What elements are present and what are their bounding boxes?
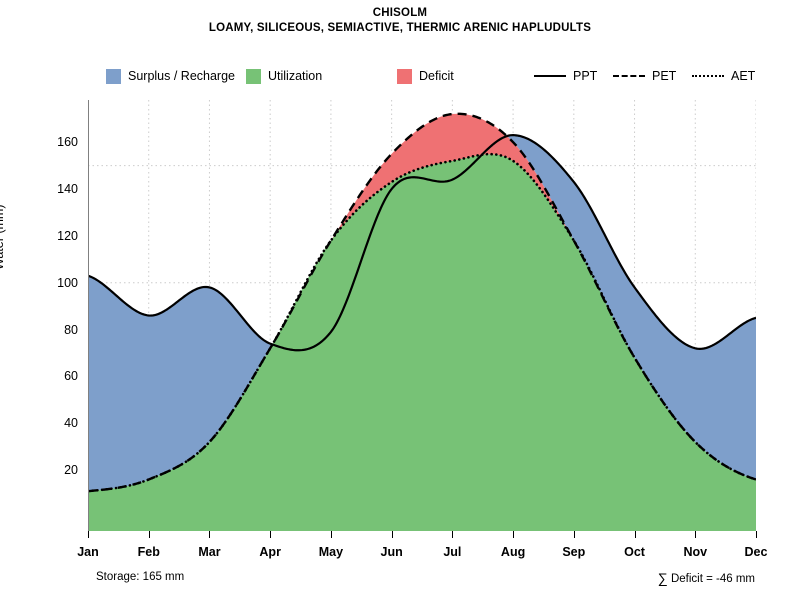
y-tick-label: 80 [64,322,78,337]
storage-annotation: Storage: 165 mm [96,571,185,583]
x-tick-mark [513,531,515,538]
x-tick-label-jan: Jan [77,545,99,559]
area-utilization [88,154,756,531]
x-tick-mark [391,531,393,538]
x-tick-label-may: May [318,545,344,559]
y-tick-label: 40 [64,416,78,431]
legend-item-ppt: PPT [534,66,597,86]
plot-svg [88,100,756,531]
x-tick-label-apr: Apr [259,545,281,559]
line-aet [88,152,756,493]
legend-item-deficit: Deficit [397,66,454,86]
chart-legend: Surplus / Recharge Utilization Deficit P… [0,66,800,86]
legend-swatch-utilization-icon [246,68,261,84]
legend-label-deficit: Deficit [419,69,454,83]
x-tick-label-oct: Oct [624,545,645,559]
x-tick-mark [695,531,697,538]
chart-title: CHISOLM LOAMY, SILICEOUS, SEMIACTIVE, TH… [0,6,800,36]
x-tick-label-jun: Jun [380,545,403,559]
x-tick-label-nov: Nov [683,545,708,559]
legend-line-solid-icon [534,70,566,82]
x-tick-mark [634,531,636,538]
area-deficit [332,113,573,239]
legend-item-surplus: Surplus / Recharge [106,66,235,86]
x-tick-mark [209,531,211,538]
x-tick-label-dec: Dec [744,545,768,559]
legend-label-surplus: Surplus / Recharge [128,69,236,83]
x-tick-mark [270,531,272,538]
plot-area [88,100,756,531]
legend-item-aet: AET [692,66,755,86]
x-tick-label-jul: Jul [443,545,462,559]
legend-line-dotted-icon [692,70,724,82]
legend-label-pet: PET [652,69,677,83]
x-tick-label-sep: Sep [562,545,586,559]
y-tick-label: 20 [64,463,78,478]
legend-item-pet: PET [613,66,676,86]
y-tick-label: 140 [57,182,78,196]
deficit-annotation: ∑ Deficit = -46 mm [658,570,755,586]
deficit-annotation-text: Deficit = -46 mm [670,573,755,585]
x-tick-mark [148,531,150,538]
legend-line-dashed-icon [613,70,645,82]
x-tick-mark [452,531,454,538]
legend-label-ppt: PPT [573,69,598,83]
x-tick-label-feb: Feb [137,545,160,559]
y-tick-label: 120 [57,228,78,243]
x-tick-mark [330,531,332,538]
x-tick-mark [573,531,575,538]
x-tick-mark [88,531,89,538]
y-tick-label: 160 [57,135,78,150]
area-surplus-recharge [88,275,272,492]
area-surplus-recharge [507,135,756,480]
legend-label-utilization: Utilization [268,69,323,83]
x-tick-mark [756,531,757,538]
x-tick-label-aug: Aug [500,545,526,559]
line-ppt [88,134,756,352]
chart-title-line1: CHISOLM [372,7,428,19]
legend-swatch-deficit-icon [397,68,412,84]
sigma-icon: ∑ [657,570,668,586]
line-pet [88,112,756,493]
legend-item-utilization: Utilization [246,66,322,86]
x-tick-label-mar: Mar [198,545,221,559]
y-tick-label: 100 [57,275,78,290]
legend-label-aet: AET [731,69,756,83]
y-tick-label: 60 [64,369,78,384]
chart-title-line2: LOAMY, SILICEOUS, SEMIACTIVE, THERMIC AR… [208,22,592,34]
legend-swatch-surplus-icon [106,68,121,84]
y-axis-ticks: 20 40 60 80 100 120 140 160 [38,0,123,600]
